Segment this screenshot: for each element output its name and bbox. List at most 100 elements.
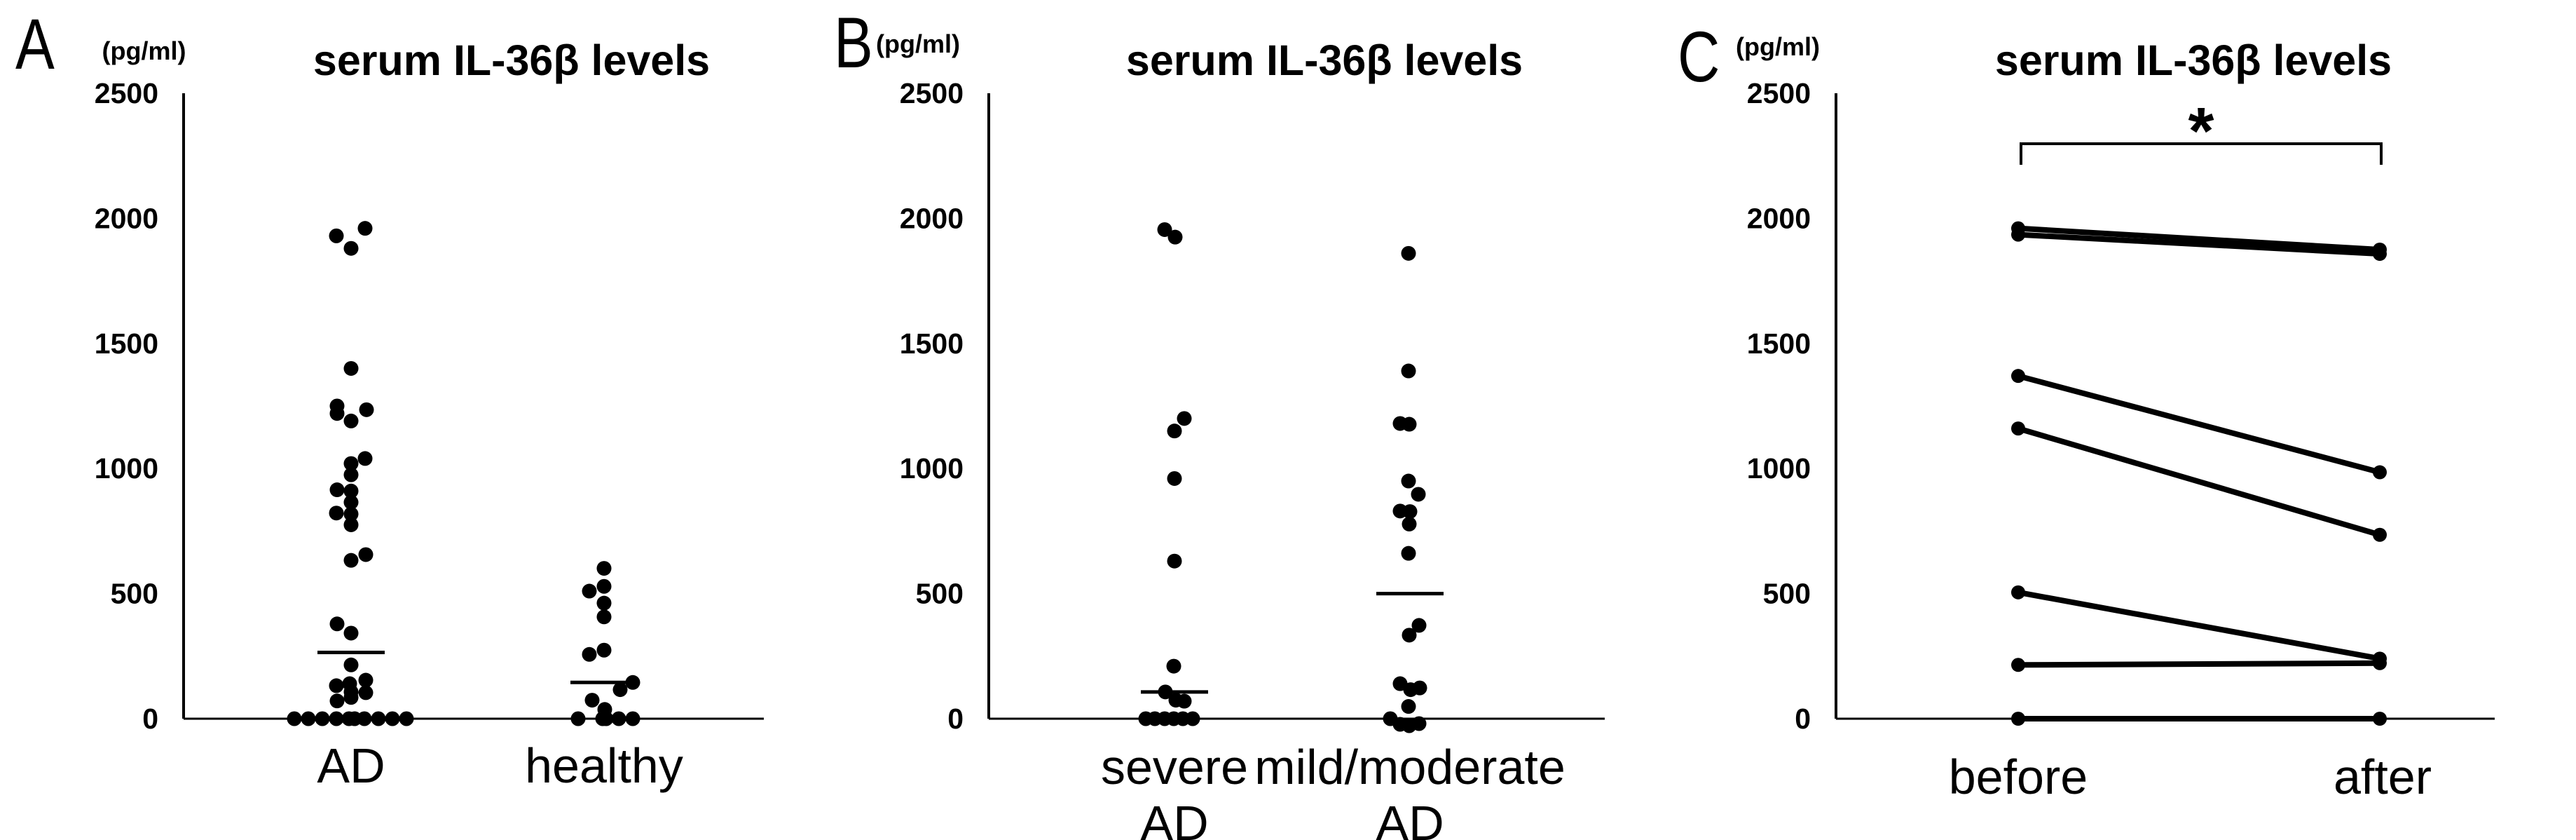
y-axis-unit-a: (pg/ml) (102, 36, 186, 65)
data-point (315, 711, 330, 726)
data-point (357, 221, 373, 236)
data-point (1411, 487, 1426, 502)
data-point (329, 711, 344, 726)
data-point (1185, 711, 1200, 726)
y-tick-label: 0 (947, 703, 964, 735)
x-category-label-severe: severe (1100, 740, 1249, 794)
data-point (343, 553, 359, 568)
y-tick-label: 500 (916, 578, 964, 610)
data-point (343, 360, 359, 376)
y-tick-label: 0 (142, 703, 158, 735)
data-point (371, 711, 386, 726)
x-category-label-before: before (1948, 750, 2088, 804)
data-point (1167, 470, 1182, 486)
x-category-label-mild-moderate: mild/moderate (1254, 740, 1566, 794)
y-tick-label: 2500 (900, 77, 964, 109)
data-point (343, 467, 359, 482)
x-category-label-after: after (2333, 750, 2432, 804)
data-point (2373, 247, 2387, 262)
data-point (329, 678, 344, 693)
y-tick-label: 500 (111, 578, 158, 610)
data-point (1166, 658, 1181, 674)
data-point (2011, 227, 2025, 242)
data-point (359, 402, 374, 417)
y-tick-label: 0 (1795, 703, 1811, 735)
data-point (1401, 363, 1416, 379)
data-point (1402, 504, 1418, 520)
data-point (343, 456, 359, 471)
pair-line (2017, 660, 2380, 668)
significance-bracket (2020, 142, 2383, 165)
panel-letter-b: B (834, 3, 873, 83)
data-point (357, 451, 373, 466)
y-axis-unit-b: (pg/ml) (876, 29, 960, 58)
data-point (582, 583, 597, 599)
data-point (598, 711, 614, 726)
data-point (2373, 527, 2387, 542)
data-point (1402, 516, 1417, 531)
pair-line (2017, 589, 2380, 662)
y-axis-unit-c: (pg/ml) (1736, 32, 1820, 61)
data-point (584, 693, 600, 708)
pair-line (2017, 225, 2380, 252)
data-point (1401, 245, 1416, 261)
data-point (343, 690, 359, 705)
data-point (343, 413, 359, 428)
data-point (1167, 424, 1182, 439)
data-point (1411, 618, 1427, 633)
data-point (2011, 658, 2025, 672)
data-point (1401, 699, 1416, 714)
y-tick-label: 1500 (1747, 327, 1811, 360)
data-point (625, 675, 640, 690)
data-point (329, 506, 344, 521)
x-category-label-mild-moderate-ad: AD (1376, 796, 1444, 840)
data-point (596, 609, 612, 625)
data-point (2011, 585, 2025, 599)
data-point (2373, 712, 2387, 726)
y-tick-label: 2000 (1747, 202, 1811, 234)
y-tick-label: 2000 (95, 202, 158, 234)
y-tick-label: 2000 (900, 202, 964, 234)
data-point (625, 711, 640, 726)
data-point (399, 711, 414, 726)
data-point (329, 228, 344, 243)
data-point (2373, 465, 2387, 480)
data-point (329, 616, 345, 632)
data-point (1402, 628, 1417, 643)
data-point (358, 547, 374, 562)
y-tick-label: 1000 (1747, 452, 1811, 485)
data-point (611, 711, 626, 726)
data-point (1401, 546, 1416, 561)
data-point (596, 561, 612, 576)
chart-title-b: serum IL-36β levels (1125, 36, 1523, 84)
y-tick-label: 2500 (95, 77, 158, 109)
data-point (343, 657, 359, 672)
data-point (329, 693, 345, 709)
significance-star: * (2188, 94, 2214, 168)
data-point (1167, 553, 1182, 569)
data-point (596, 595, 612, 611)
data-point (596, 578, 612, 594)
data-point (1158, 684, 1173, 700)
data-point (1167, 229, 1183, 245)
y-tick-label: 1000 (95, 452, 158, 485)
data-point (596, 642, 612, 658)
x-category-label-healthy: healthy (525, 738, 683, 793)
data-point (1402, 416, 1417, 432)
data-point (2011, 369, 2025, 384)
data-point (1157, 222, 1172, 237)
data-point (343, 241, 359, 256)
pair-line (2017, 231, 2380, 257)
data-point (343, 494, 359, 510)
data-point (612, 682, 628, 698)
x-category-label-ad: AD (317, 738, 385, 793)
panel-letter-c: C (1678, 17, 1720, 97)
data-point (287, 711, 302, 726)
data-point (329, 406, 345, 421)
data-point (1401, 473, 1416, 489)
y-tick-label: 1500 (95, 327, 158, 360)
data-point (357, 711, 372, 726)
pair-line (2017, 373, 2381, 475)
